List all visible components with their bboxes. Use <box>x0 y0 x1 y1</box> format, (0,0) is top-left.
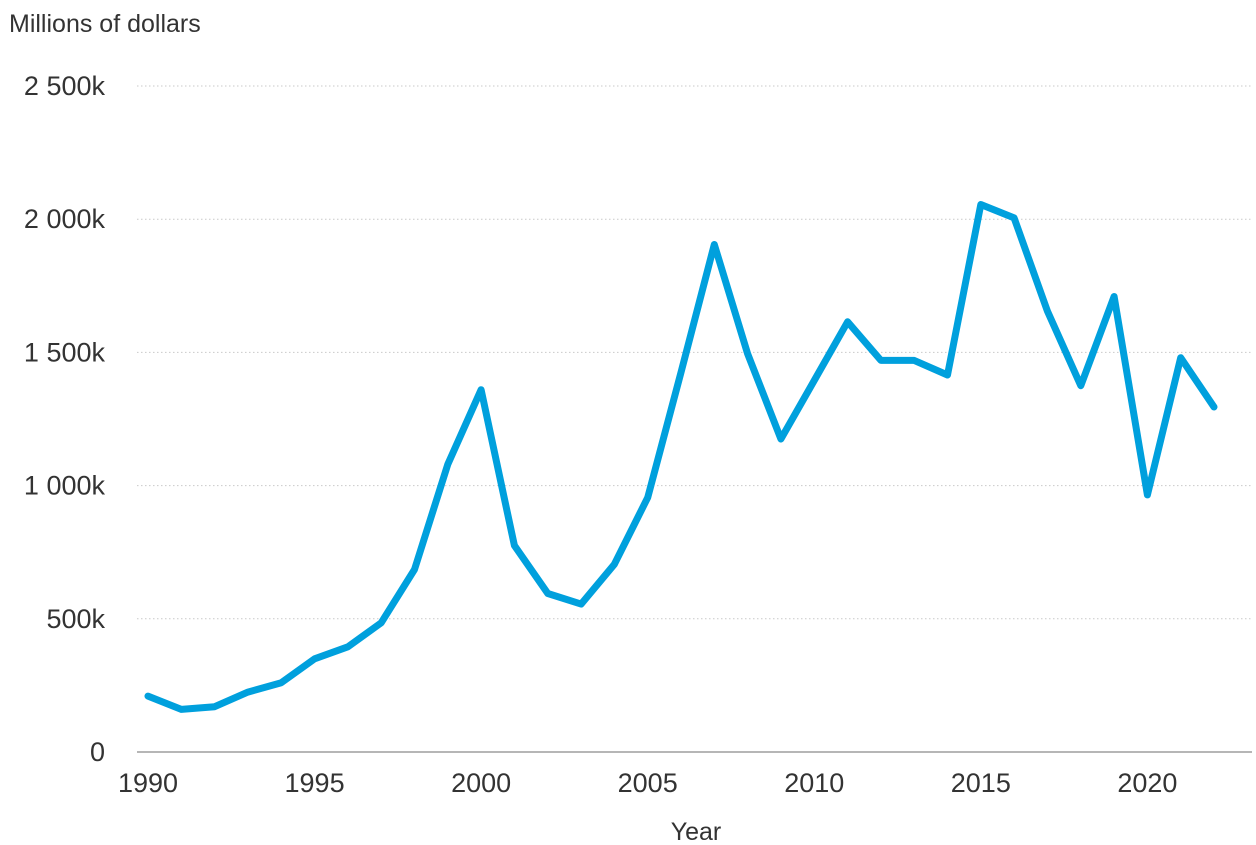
data-point-2022[interactable] <box>1210 403 1218 411</box>
data-point-2007[interactable] <box>710 241 718 249</box>
y-axis-unit-label: Millions of dollars <box>9 10 201 38</box>
x-tick-label: 2020 <box>1117 768 1177 798</box>
data-point-1996[interactable] <box>344 643 352 651</box>
data-point-2004[interactable] <box>610 560 618 568</box>
data-point-2002[interactable] <box>544 589 552 597</box>
data-point-2017[interactable] <box>1043 307 1051 315</box>
y-tick-label: 1 500k <box>24 337 106 367</box>
data-point-2000[interactable] <box>477 386 485 394</box>
data-point-2020[interactable] <box>1143 491 1151 499</box>
data-point-2009[interactable] <box>777 435 785 443</box>
series-layer <box>144 201 1218 713</box>
data-point-2016[interactable] <box>1010 214 1018 222</box>
y-axis-ticks: 0 500k 1 000k 1 500k 2 000k 2 500k <box>24 71 106 767</box>
y-tick-label: 2 500k <box>24 71 106 101</box>
gridlines <box>137 85 1252 620</box>
data-point-1999[interactable] <box>444 460 452 468</box>
y-tick-label: 2 000k <box>24 204 106 234</box>
data-point-2006[interactable] <box>677 368 685 376</box>
data-point-2008[interactable] <box>744 350 752 358</box>
y-tick-label: 0 <box>90 737 105 767</box>
data-point-1993[interactable] <box>244 688 252 696</box>
data-point-2001[interactable] <box>510 542 518 550</box>
x-axis-ticks: 1990 1995 2000 2005 2010 2015 2020 <box>118 768 1177 798</box>
x-axis-title: Year <box>671 818 722 845</box>
data-point-2021[interactable] <box>1177 354 1185 362</box>
data-point-1990[interactable] <box>144 692 152 700</box>
data-point-1998[interactable] <box>411 566 419 574</box>
series-line-0 <box>144 201 1218 713</box>
x-tick-label: 2005 <box>618 768 678 798</box>
data-point-1997[interactable] <box>377 619 385 627</box>
data-point-2012[interactable] <box>877 356 885 364</box>
y-tick-label: 500k <box>46 604 105 634</box>
data-point-2003[interactable] <box>577 600 585 608</box>
x-tick-label: 2015 <box>951 768 1011 798</box>
x-tick-label: 1990 <box>118 768 178 798</box>
data-point-2011[interactable] <box>844 318 852 326</box>
data-point-2018[interactable] <box>1077 382 1085 390</box>
data-point-2015[interactable] <box>977 201 985 209</box>
data-point-2005[interactable] <box>644 494 652 502</box>
data-point-1991[interactable] <box>177 705 185 713</box>
data-point-2014[interactable] <box>944 371 952 379</box>
x-tick-label: 2010 <box>784 768 844 798</box>
data-point-1995[interactable] <box>311 655 319 663</box>
x-tick-label: 1995 <box>285 768 345 798</box>
x-tick-label: 2000 <box>451 768 511 798</box>
data-point-2019[interactable] <box>1110 292 1118 300</box>
y-tick-label: 1 000k <box>24 471 106 501</box>
data-point-1992[interactable] <box>211 703 219 711</box>
data-point-2013[interactable] <box>910 356 918 364</box>
data-point-2010[interactable] <box>810 376 818 384</box>
data-point-1994[interactable] <box>277 679 285 687</box>
